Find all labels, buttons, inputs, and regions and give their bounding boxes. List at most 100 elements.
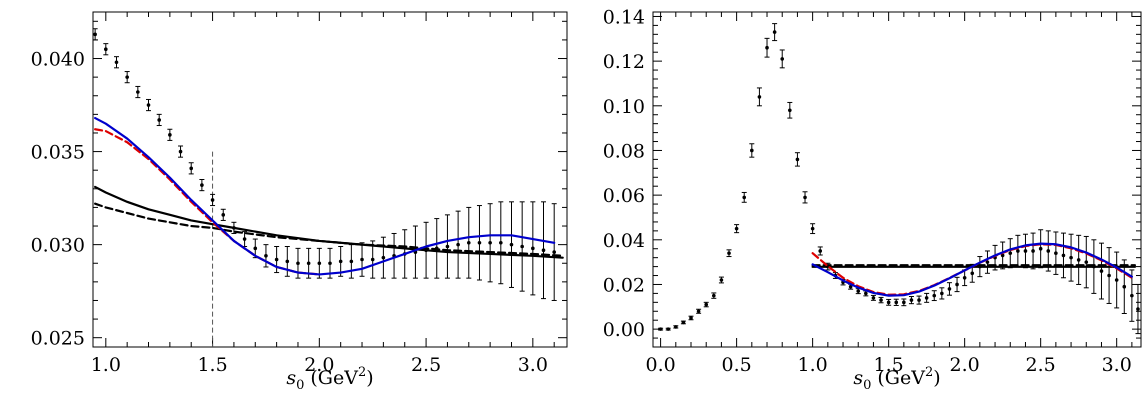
data-point xyxy=(349,259,354,264)
data-point xyxy=(456,242,460,247)
data-point xyxy=(146,103,151,107)
x-axis-title: s0 (GeV2) xyxy=(853,365,940,393)
data-point xyxy=(750,148,754,153)
data-point xyxy=(509,242,514,247)
data-point xyxy=(856,289,861,293)
data-point xyxy=(940,291,944,296)
x-tick-label: 2.0 xyxy=(950,354,980,376)
data-point xyxy=(445,244,450,249)
data-point xyxy=(370,257,375,262)
data-point xyxy=(1130,293,1134,298)
x-tick-label: 1.0 xyxy=(798,354,828,376)
data-point xyxy=(810,226,815,231)
data-point xyxy=(114,60,119,65)
data-point xyxy=(1038,246,1043,251)
y-tick-label: 0.10 xyxy=(603,96,645,118)
data-point xyxy=(681,320,686,325)
y-tick-label: 0.00 xyxy=(603,319,645,341)
x-axis-title: s0 (GeV2) xyxy=(286,365,373,393)
data-point xyxy=(734,226,739,231)
data-point xyxy=(666,327,671,331)
data-point xyxy=(1023,249,1028,253)
y-tick-label: 0.04 xyxy=(603,230,645,252)
data-point xyxy=(985,260,990,264)
series-line xyxy=(94,185,564,259)
y-tick-label: 0.025 xyxy=(31,328,85,350)
y-tick-label: 0.08 xyxy=(603,140,645,162)
data-point xyxy=(1031,249,1035,253)
plot-frame xyxy=(92,11,568,348)
data-point xyxy=(955,282,959,287)
data-point xyxy=(1099,269,1104,273)
data-point xyxy=(1016,249,1020,253)
data-point xyxy=(1076,258,1081,262)
data-point xyxy=(1069,255,1073,260)
data-point xyxy=(879,298,883,302)
data-point xyxy=(848,284,853,289)
data-point xyxy=(727,251,731,255)
data-point xyxy=(742,195,747,200)
x-tick-label: 1.0 xyxy=(91,354,121,376)
data-point xyxy=(488,240,492,245)
x-tick-label: 0.0 xyxy=(645,354,675,376)
data-point xyxy=(306,261,311,266)
series-line xyxy=(94,116,556,276)
data-point xyxy=(520,244,524,249)
data-point xyxy=(178,149,183,154)
data-point xyxy=(1107,273,1111,278)
data-point xyxy=(712,293,716,298)
data-point xyxy=(253,246,258,251)
data-point xyxy=(1000,253,1005,258)
data-point xyxy=(189,166,194,171)
series-line xyxy=(811,242,1133,297)
data-point xyxy=(886,300,891,305)
x-tick-label: 3.0 xyxy=(518,354,548,376)
data-point xyxy=(136,90,140,94)
data-point xyxy=(917,298,921,302)
data-point xyxy=(104,47,108,52)
x-tick-label: 1.5 xyxy=(874,354,904,376)
data-point xyxy=(803,195,807,200)
data-point xyxy=(274,257,279,262)
data-point xyxy=(772,30,777,34)
data-point xyxy=(285,259,290,264)
data-point xyxy=(200,183,204,187)
data-point xyxy=(674,325,678,329)
data-point xyxy=(1008,251,1013,255)
y-tick-label: 0.06 xyxy=(603,185,645,207)
data-point xyxy=(296,261,300,266)
data-point xyxy=(894,300,899,305)
data-point xyxy=(909,298,914,302)
data-point xyxy=(1136,307,1140,311)
left-chart-panel: 1.0 1.5 2.0 2.5 3.0 0.025 0.030 0.035 0.040 s0 (G… xyxy=(31,11,568,393)
x-tick-label: 2.0 xyxy=(304,354,334,376)
data-point xyxy=(658,327,663,331)
data-point xyxy=(531,246,535,251)
data-point xyxy=(317,261,322,266)
data-point xyxy=(466,240,471,245)
data-point xyxy=(552,250,556,254)
data-point xyxy=(338,259,343,264)
data-point xyxy=(242,237,247,241)
data-point xyxy=(168,133,172,137)
data-point xyxy=(818,249,823,253)
data-point xyxy=(210,198,215,202)
data-point xyxy=(932,293,937,298)
x-tick-label: 3.0 xyxy=(1102,354,1132,376)
data-point xyxy=(788,108,792,113)
data-point xyxy=(381,255,386,260)
data-point xyxy=(902,300,906,305)
data-point xyxy=(765,45,769,50)
data-point xyxy=(157,118,161,122)
data-point xyxy=(704,302,709,307)
data-point xyxy=(1122,284,1127,289)
data-point xyxy=(864,291,868,296)
series-line xyxy=(94,202,564,257)
x-tick-label: 1.5 xyxy=(197,354,227,376)
x-tick-label: 2.5 xyxy=(1026,354,1056,376)
data-point xyxy=(1084,260,1089,264)
y-tick-label: 0.02 xyxy=(603,274,645,296)
data-point xyxy=(93,32,97,37)
data-point xyxy=(962,275,967,280)
y-tick-label: 0.040 xyxy=(31,49,85,71)
